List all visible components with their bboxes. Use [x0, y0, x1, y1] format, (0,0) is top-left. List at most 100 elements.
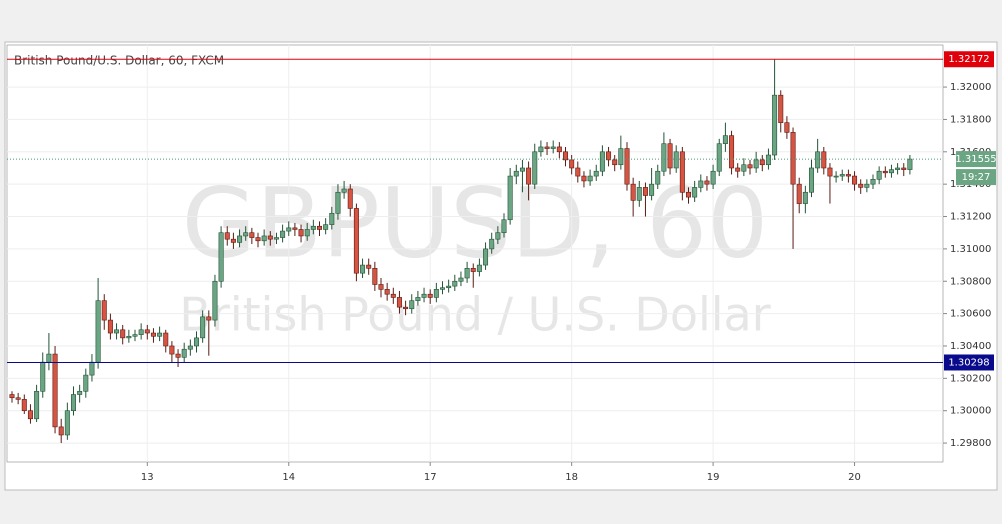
- candle-body: [513, 170, 519, 177]
- candle-body: [569, 159, 575, 169]
- candle-body: [618, 148, 624, 166]
- candle-body: [452, 280, 458, 287]
- candle-body: [476, 264, 482, 272]
- candle-body: [821, 151, 827, 169]
- candle-body: [292, 227, 298, 230]
- candle-body: [255, 237, 261, 242]
- x-tick-label: 17: [424, 472, 437, 483]
- candle-body: [427, 293, 433, 298]
- candle-body: [107, 319, 113, 334]
- candle-body: [9, 394, 15, 399]
- candle-body: [89, 361, 95, 376]
- candle-body: [519, 167, 525, 172]
- candle-body: [144, 329, 150, 334]
- candle-body: [642, 187, 648, 196]
- candle-body: [71, 394, 77, 412]
- candle-body: [280, 230, 286, 238]
- candle-body: [409, 300, 415, 310]
- candle-body: [895, 167, 901, 170]
- candle-body: [888, 169, 894, 174]
- candle-body: [446, 285, 452, 289]
- candle-body: [483, 248, 489, 266]
- last-price-box: [956, 151, 996, 168]
- candle-body: [852, 175, 858, 185]
- watermark: GBPUSD, 60: [182, 167, 768, 279]
- watermark-subtitle: British Pound / U.S. Dollar: [179, 288, 770, 342]
- candle-body: [230, 238, 236, 243]
- candle-body: [52, 353, 58, 428]
- candle-body: [353, 208, 359, 274]
- candle-body: [759, 159, 765, 166]
- x-tick-label: 14: [282, 472, 295, 483]
- candle-body: [396, 297, 402, 308]
- y-tick-label: 1.31000: [950, 244, 991, 255]
- plot-area: [6, 44, 944, 463]
- candle-body: [845, 174, 851, 177]
- candle-body: [46, 353, 52, 363]
- chart-title: British Pound/U.S. Dollar, 60, FXCM: [14, 54, 224, 68]
- candle-body: [40, 361, 46, 392]
- candle-body: [692, 187, 698, 198]
- candle-body: [27, 410, 33, 420]
- candle-body: [790, 132, 796, 185]
- candle-body: [858, 183, 864, 188]
- x-tick-label: 20: [848, 472, 861, 483]
- candle-body: [698, 180, 704, 188]
- candle-body: [710, 170, 716, 185]
- candle-body: [366, 264, 372, 269]
- candle-body: [249, 232, 255, 238]
- countdown-label: 19:27: [962, 172, 991, 183]
- candle-body: [550, 146, 556, 149]
- candle-body: [544, 146, 550, 149]
- candle-body: [556, 146, 562, 153]
- candle-body: [101, 300, 107, 321]
- candle-body: [200, 316, 206, 339]
- y-tick-label: 1.30400: [950, 341, 991, 352]
- candle-body: [907, 158, 913, 170]
- candle-body: [532, 151, 538, 185]
- level-label-box: [944, 51, 994, 68]
- candle-body: [323, 224, 329, 230]
- level-label: 1.30298: [948, 357, 989, 368]
- candle-body: [175, 353, 181, 358]
- candle-body: [741, 164, 747, 172]
- candle-body: [753, 159, 759, 169]
- candle-body: [194, 337, 200, 347]
- x-tick-label: 13: [141, 472, 154, 483]
- candle-body: [83, 374, 89, 392]
- candle-body: [341, 188, 347, 193]
- candle-body: [224, 232, 230, 240]
- candle-body: [655, 170, 661, 185]
- candle-body: [458, 277, 464, 282]
- candle-body: [150, 332, 156, 337]
- y-tick-label: 1.30000: [950, 406, 991, 417]
- candle-body: [587, 175, 593, 182]
- candle-body: [526, 167, 532, 185]
- candle-body: [335, 191, 341, 214]
- candle-body: [181, 348, 187, 358]
- candle-body: [212, 280, 218, 321]
- candle-body: [267, 235, 273, 240]
- candle-body: [15, 397, 21, 400]
- candle-body: [489, 238, 495, 250]
- candle-body: [606, 151, 612, 161]
- candle-body: [729, 135, 735, 169]
- candle-body: [157, 332, 163, 337]
- candle-body: [77, 390, 83, 395]
- candle-body: [21, 399, 27, 412]
- candle-body: [310, 225, 316, 230]
- candle-body: [58, 426, 64, 436]
- candle-body: [870, 179, 876, 185]
- candle-body: [876, 170, 882, 180]
- candle-body: [169, 345, 175, 355]
- y-tick-label: 1.31800: [950, 114, 991, 125]
- candle-body: [636, 187, 642, 201]
- candle-body: [261, 235, 267, 242]
- candle-body: [298, 229, 304, 237]
- level-label-box: [944, 354, 994, 371]
- candle-body: [575, 167, 581, 177]
- candle-body: [114, 329, 120, 334]
- candle-body: [95, 300, 101, 363]
- candle-body: [64, 410, 70, 436]
